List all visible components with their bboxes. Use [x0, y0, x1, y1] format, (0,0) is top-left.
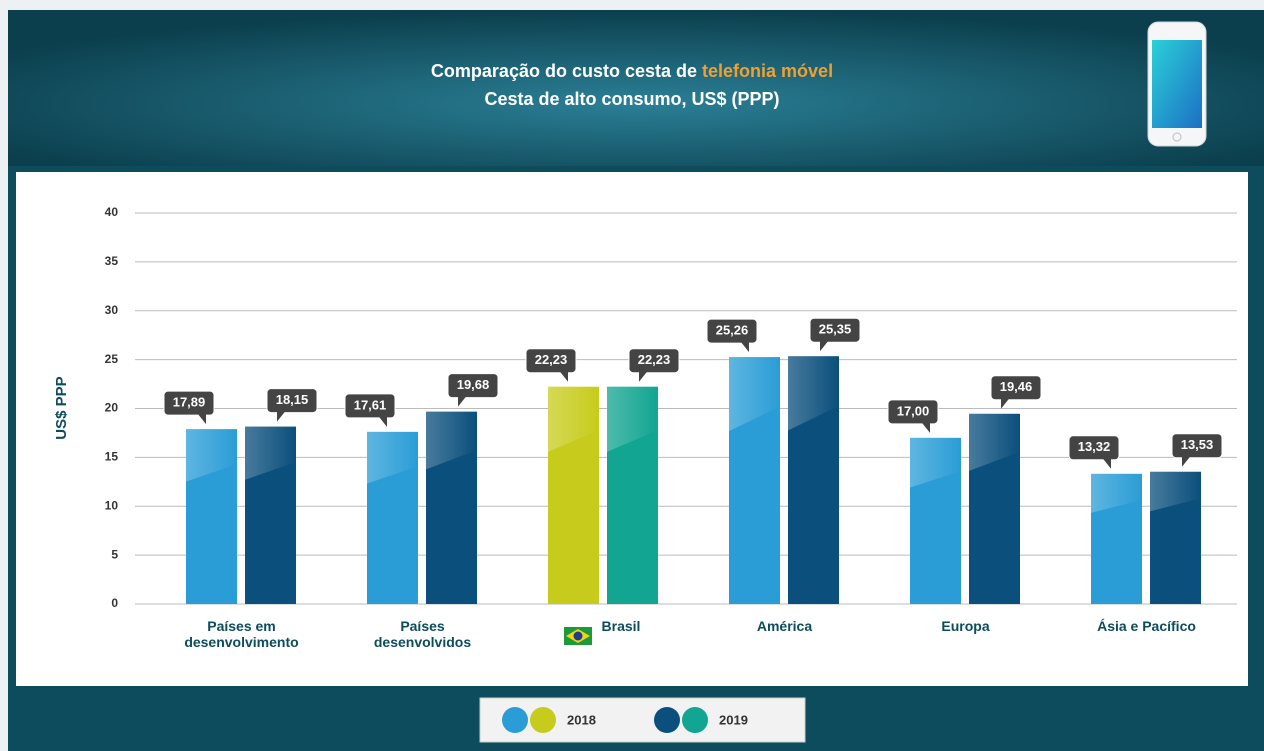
value-label: 17,89	[173, 395, 206, 410]
value-label-box	[809, 317, 861, 343]
value-label-box	[1171, 433, 1223, 459]
value-label-box	[1068, 435, 1120, 461]
chart-title: Comparação do custo cesta de telefonia m…	[431, 61, 833, 81]
y-tick-label: 0	[111, 596, 118, 610]
value-label: 17,61	[354, 397, 387, 412]
value-label: 13,32	[1078, 439, 1111, 454]
bar-shine	[548, 386, 599, 452]
bar-shine	[729, 357, 780, 432]
value-label: 22,23	[638, 352, 671, 367]
phone-icon	[1147, 21, 1207, 147]
bar-shine	[426, 411, 477, 470]
value-label-tail	[458, 396, 466, 407]
y-tick-label: 20	[105, 401, 119, 415]
value-label: 25,26	[716, 323, 749, 338]
y-axis-label: US$ PPP	[53, 376, 70, 439]
value-label-box	[628, 348, 680, 374]
x-tick-label: Ásia e Pacífico	[1097, 618, 1196, 634]
bar-shine	[910, 437, 961, 488]
legend-label: 2018	[567, 712, 596, 727]
bar-shine	[788, 356, 839, 431]
y-tick-label: 15	[105, 450, 119, 464]
value-label-tail	[379, 416, 387, 427]
x-tick-label: Países desenvolvidos	[373, 618, 472, 650]
value-label: 19,46	[1000, 379, 1033, 394]
value-label-box	[525, 348, 577, 374]
value-label-tail	[820, 341, 828, 352]
value-label-tail	[1001, 398, 1009, 409]
value-label-box	[344, 393, 396, 419]
chart-subtitle: Cesta de alto consumo, US$ (PPP)	[484, 89, 779, 109]
value-label-tail	[277, 411, 285, 422]
value-label-tail	[639, 371, 647, 382]
legend	[479, 697, 806, 743]
legend-swatch	[682, 707, 708, 733]
value-label-box	[706, 318, 758, 344]
y-tick-label: 30	[105, 303, 119, 317]
value-label: 17,00	[897, 403, 930, 418]
value-label: 25,35	[819, 322, 852, 337]
value-label-tail	[922, 422, 930, 433]
value-label: 18,15	[276, 392, 309, 407]
value-label-tail	[198, 414, 206, 425]
bar-shine	[186, 429, 237, 482]
value-label: 19,68	[457, 377, 490, 392]
value-label-box	[990, 375, 1042, 401]
legend-label: 2019	[719, 712, 748, 727]
value-label-tail	[1182, 456, 1190, 467]
x-tick-label: Europa	[941, 618, 990, 634]
legend-swatch	[502, 707, 528, 733]
y-tick-label: 35	[105, 254, 119, 268]
bar-shine	[1091, 473, 1142, 513]
legend-swatch	[530, 707, 556, 733]
value-label-box	[887, 399, 939, 425]
title-highlight: telefonia móvel	[702, 61, 833, 81]
value-label-box	[266, 388, 318, 414]
value-label: 22,23	[535, 352, 568, 367]
header	[8, 10, 1264, 166]
value-label: 13,53	[1181, 437, 1214, 452]
x-tick-label: Países em desenvolvimento	[184, 618, 299, 650]
bar-shine	[607, 386, 658, 452]
x-tick-label: América	[756, 618, 813, 634]
value-label-box	[163, 390, 215, 416]
bar-shine	[1150, 471, 1201, 512]
y-tick-label: 40	[105, 205, 119, 219]
value-label-tail	[560, 371, 568, 382]
value-label-tail	[1103, 458, 1111, 469]
bar-shine	[969, 413, 1020, 471]
y-tick-label: 25	[105, 352, 119, 366]
value-label-box	[447, 373, 499, 399]
value-label-tail	[741, 342, 749, 353]
x-tick-label: Brasil	[601, 618, 641, 634]
y-tick-label: 5	[111, 547, 118, 561]
bar-shine	[367, 431, 418, 484]
bar-shine	[245, 426, 296, 480]
title-text: Comparação do custo cesta de	[431, 61, 697, 81]
y-tick-label: 10	[105, 498, 119, 512]
brazil-flag	[564, 627, 592, 645]
legend-swatch	[654, 707, 680, 733]
